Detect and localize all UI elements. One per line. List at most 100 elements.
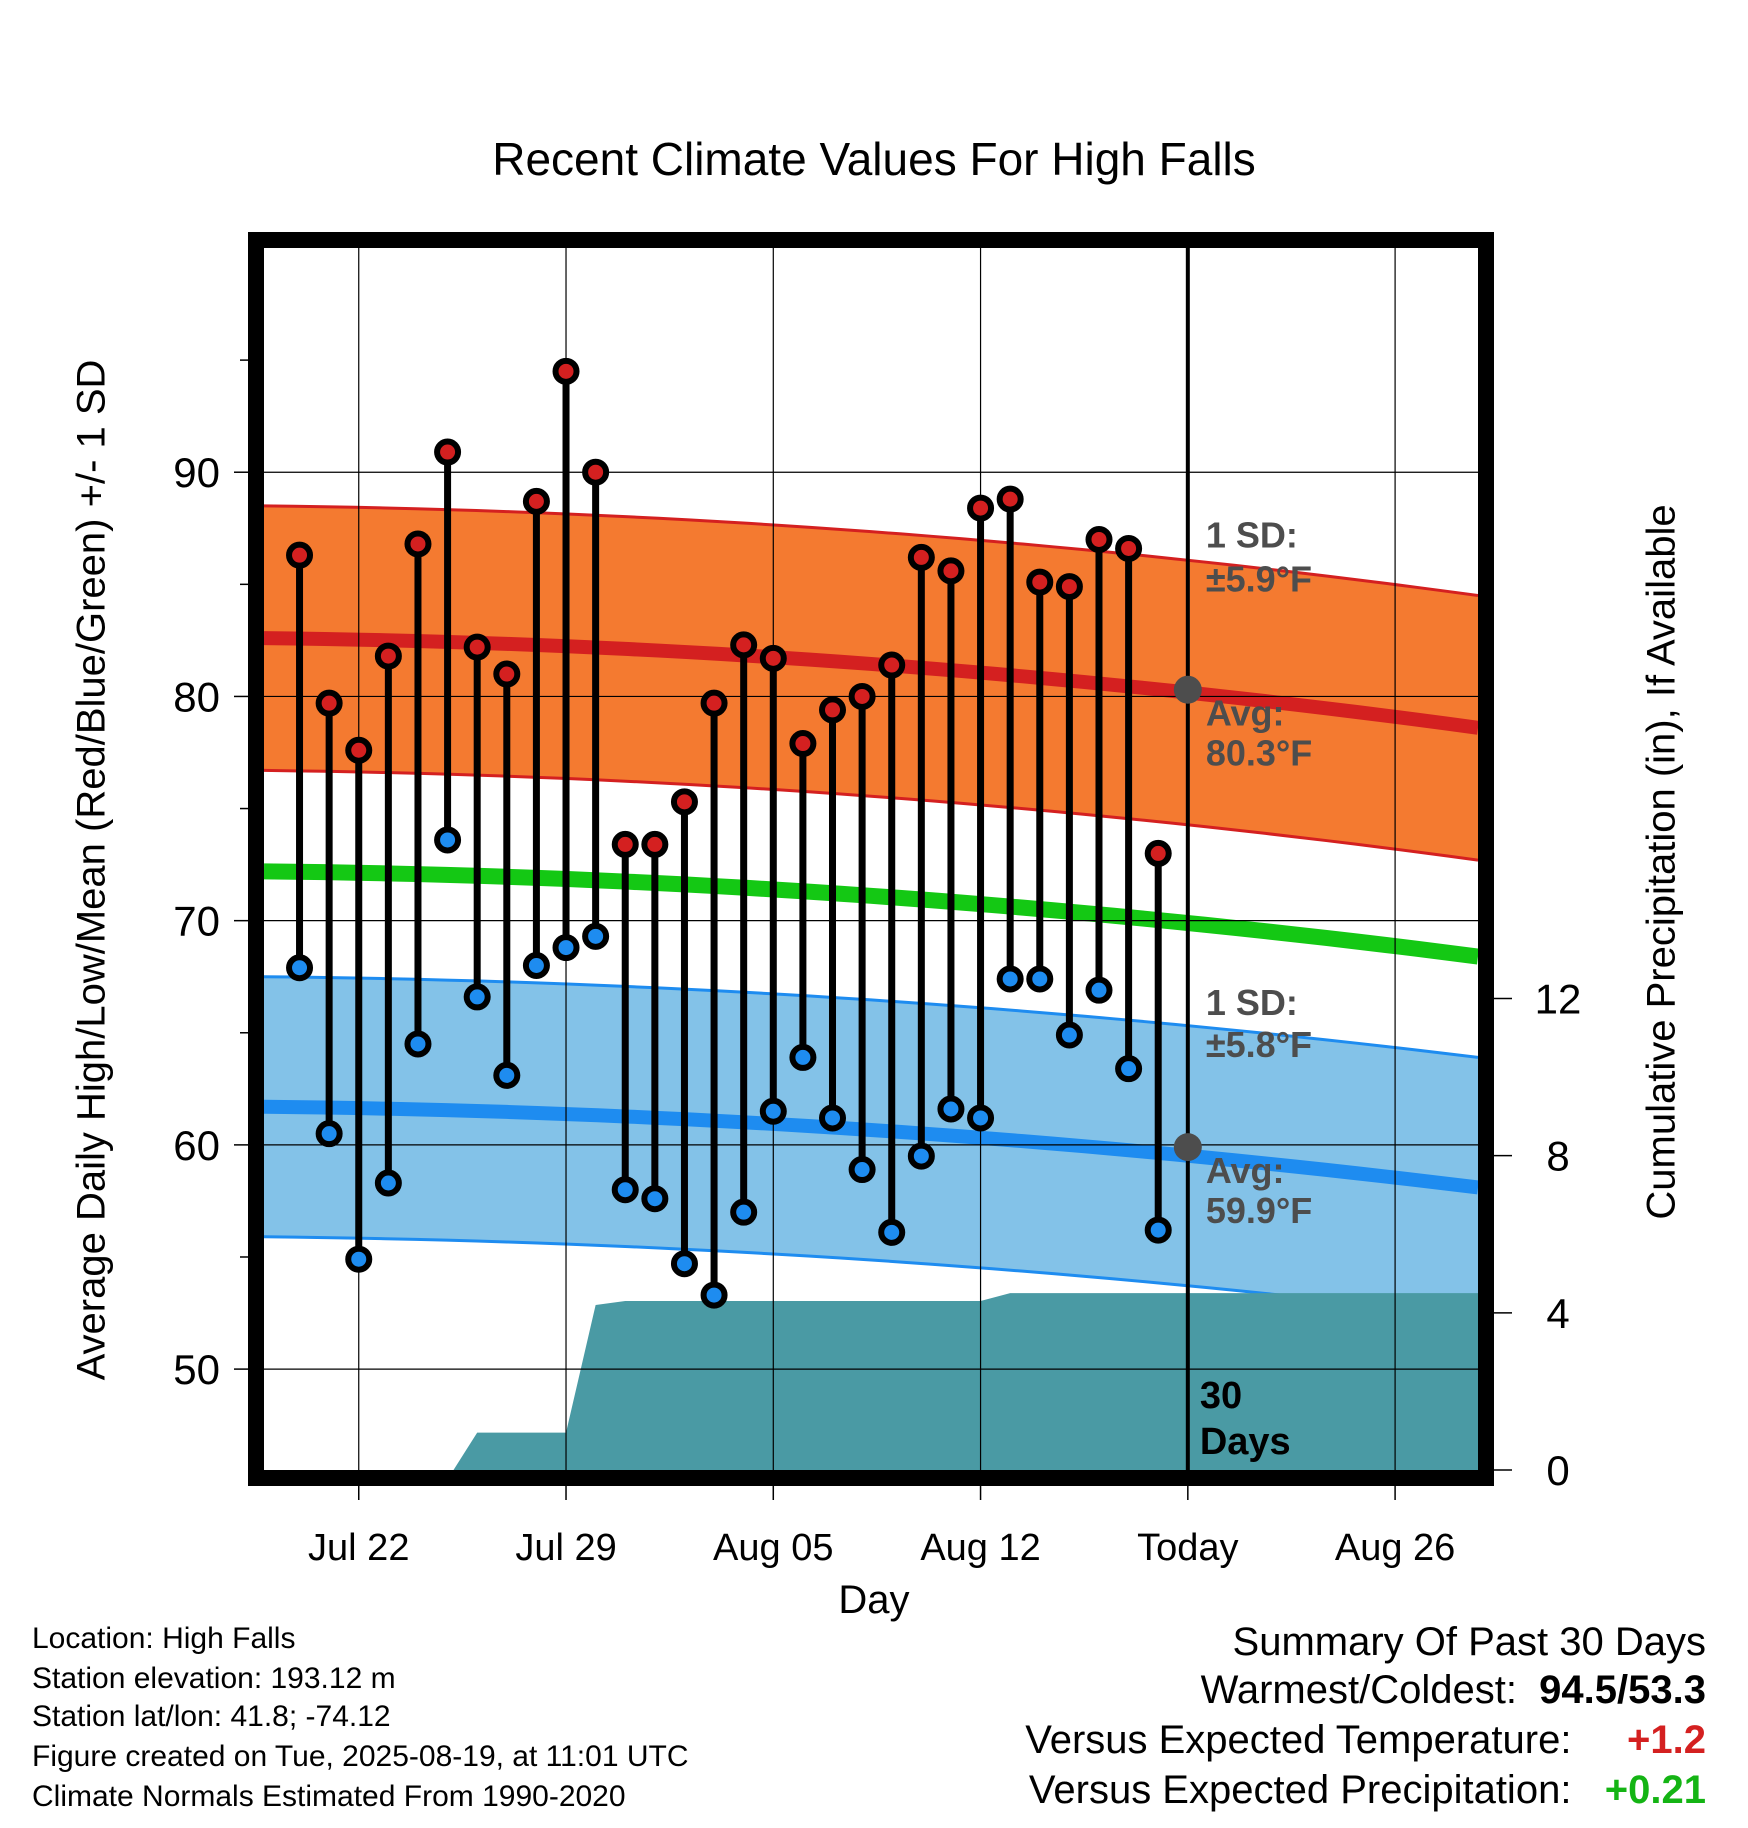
daily-high-point (641, 830, 669, 858)
daily-high-point (700, 689, 728, 717)
y-axis-label-right: Cumulative Precipitation (in), If Availa… (1639, 504, 1684, 1220)
daily-low-point (611, 1176, 639, 1204)
info-normals: Climate Normals Estimated From 1990-2020 (32, 1780, 626, 1813)
precip-value: +0.21 (1604, 1768, 1706, 1812)
precip-label: Versus Expected Precipitation: (1028, 1768, 1572, 1812)
high-sd-value-annotation: ±5.9°F (1206, 558, 1312, 599)
daily-high-point (434, 438, 462, 466)
daily-low-point (404, 1030, 432, 1058)
daily-low-point (1085, 976, 1113, 1004)
plot-area (264, 248, 1478, 1470)
summary-temp: Versus Expected Temperature: +1.2 (1025, 1718, 1706, 1763)
daily-high-point (878, 651, 906, 679)
daily-high-point (522, 487, 550, 515)
low-avg-line (264, 1099, 1478, 1195)
x-axis-label: Day (838, 1578, 910, 1622)
daily-low-point (1115, 1055, 1143, 1083)
y2-tick-label: 4 (1546, 1290, 1569, 1337)
today-low-avg-dot (1173, 1133, 1202, 1162)
daily-low-point (493, 1061, 521, 1089)
daily-low-point (286, 954, 314, 982)
y-tick-label: 90 (173, 449, 220, 496)
daily-low-point (552, 934, 580, 962)
daily-low-point (759, 1097, 787, 1125)
daily-high-point (937, 557, 965, 585)
daily-high-point (907, 543, 935, 571)
low-sd-upper-line (264, 975, 1478, 1059)
daily-high-point (819, 696, 847, 724)
chart-title: Recent Climate Values For High Falls (492, 133, 1256, 185)
daily-low-point (848, 1156, 876, 1184)
daily-low-point (522, 952, 550, 980)
daily-high-point (759, 644, 787, 672)
high-sd-lower-line (264, 768, 1478, 862)
daily-high-point (996, 485, 1024, 513)
daily-low-point (582, 922, 610, 950)
daily-low-point (967, 1104, 995, 1132)
low-sd-annotation: 1 SD: (1206, 982, 1298, 1023)
info-location: Location: High Falls (32, 1622, 296, 1655)
daily-low-point (907, 1142, 935, 1170)
high-sd-annotation: 1 SD: (1206, 514, 1298, 555)
low-avg-annotation: Avg: (1206, 1150, 1285, 1191)
today-high-avg-dot (1173, 675, 1202, 704)
daily-high-point (582, 458, 610, 486)
y2-tick-label: 8 (1546, 1133, 1569, 1180)
daily-low-point (1055, 1021, 1083, 1049)
daily-high-point (730, 631, 758, 659)
daily-low-point (374, 1169, 402, 1197)
daily-low-point (700, 1281, 728, 1309)
daily-high-point (404, 530, 432, 558)
daily-high-point (315, 689, 343, 717)
x-tick-label: Jul 29 (515, 1527, 616, 1569)
low-sd-band (264, 976, 1478, 1318)
x-tick-label: Aug 26 (1335, 1527, 1455, 1569)
daily-high-point (967, 494, 995, 522)
daily-high-point (1144, 839, 1172, 867)
daily-high-point (345, 736, 373, 764)
daily-high-point (374, 642, 402, 670)
daily-low-point (730, 1198, 758, 1226)
daily-low-point (937, 1095, 965, 1123)
y-axis-label-left: Average Daily High/Low/Mean (Red/Blue/Gr… (69, 359, 114, 1381)
high-sd-upper-line (264, 504, 1478, 598)
temp-label: Versus Expected Temperature: (1025, 1718, 1572, 1762)
info-elevation: Station elevation: 193.12 m (32, 1662, 396, 1695)
low-avg-value-annotation: 59.9°F (1206, 1190, 1312, 1231)
y2-tick-label: 0 (1546, 1447, 1569, 1494)
x-tick-label: Aug 12 (920, 1527, 1040, 1569)
plot-frame (248, 232, 1494, 1486)
info-latlon: Station lat/lon: 41.8; -74.12 (32, 1700, 391, 1733)
daily-low-point (1144, 1216, 1172, 1244)
daily-low-point (670, 1250, 698, 1278)
info-created: Figure created on Tue, 2025-08-19, at 11… (32, 1740, 689, 1773)
daily-high-point (463, 633, 491, 661)
window-days-unit: Days (1200, 1421, 1291, 1463)
daily-low-point (819, 1104, 847, 1132)
daily-low-point (641, 1185, 669, 1213)
daily-high-point (1026, 568, 1054, 596)
daily-low-point (463, 983, 491, 1011)
x-tick-label: Aug 05 (713, 1527, 833, 1569)
warm-cold-value: 94.5/53.3 (1539, 1668, 1706, 1712)
daily-high-point (789, 730, 817, 758)
warm-cold-label: Warmest/Coldest: (1200, 1668, 1517, 1712)
daily-high-point (286, 541, 314, 569)
daily-high-point (670, 788, 698, 816)
daily-high-point (1055, 573, 1083, 601)
window-days-number: 30 (1200, 1375, 1242, 1417)
daily-low-point (315, 1120, 343, 1148)
summary-title: Summary Of Past 30 Days (1232, 1620, 1706, 1664)
daily-low-point (345, 1245, 373, 1273)
y-tick-label: 60 (173, 1122, 220, 1169)
daily-low-point (1026, 965, 1054, 993)
y-tick-label: 80 (173, 673, 220, 720)
y-tick-label: 70 (173, 898, 220, 945)
daily-high-point (1085, 525, 1113, 553)
daily-low-point (434, 826, 462, 854)
high-avg-value-annotation: 80.3°F (1206, 733, 1312, 774)
summary-precip: Versus Expected Precipitation: +0.21 (1029, 1768, 1706, 1813)
daily-low-point (878, 1218, 906, 1246)
daily-high-point (552, 357, 580, 385)
